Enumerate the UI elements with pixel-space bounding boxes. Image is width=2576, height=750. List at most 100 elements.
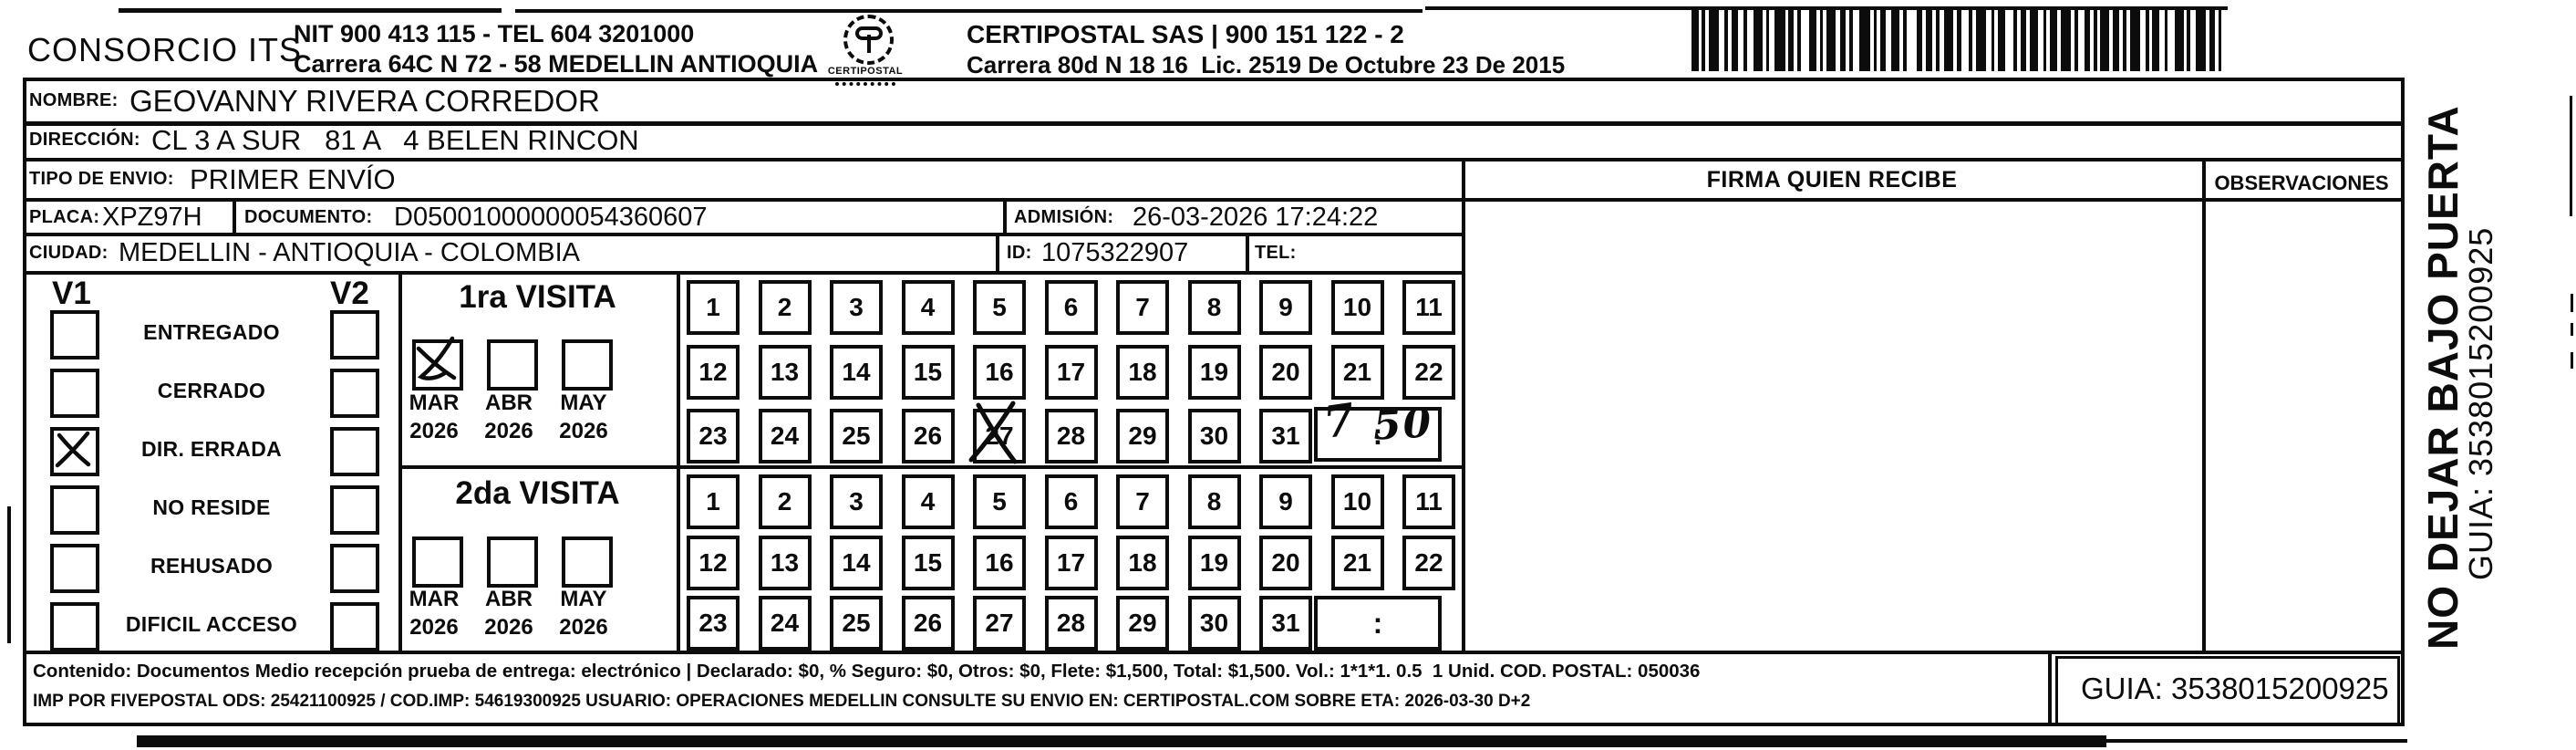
barcode-bar <box>1975 7 1986 71</box>
day-cell: 17 <box>1044 345 1098 400</box>
admision-value: 26-03-2026 17:24:22 <box>1133 203 1379 232</box>
day-cell: 12 <box>687 345 740 400</box>
day-cell: 30 <box>1187 409 1241 464</box>
status-checkbox-v2 <box>330 544 379 593</box>
grid-line <box>233 198 236 236</box>
barcode-bar <box>2175 7 2184 71</box>
footer-guia-value: GUIA: 3538015200925 <box>2081 672 2389 705</box>
documento-label: DOCUMENTO: <box>244 207 373 227</box>
day-cell: 9 <box>1259 280 1312 335</box>
handwritten-x-mark <box>968 401 1022 464</box>
firma-column-header: FIRMA QUIEN RECIBE <box>1706 167 1958 193</box>
barcode-bar <box>1956 7 1962 71</box>
day-cell: 23 <box>687 409 740 464</box>
time-cell: : <box>1314 407 1442 462</box>
barcode-bar <box>2195 7 2207 71</box>
admision-label: ADMISIÓN: <box>1014 207 1114 227</box>
time-cell: : <box>1314 596 1442 651</box>
visit-month-year: 2026 <box>484 419 533 443</box>
barcode-bar <box>1691 7 1699 71</box>
grid-line <box>398 271 402 654</box>
footer-guia-box <box>2055 656 2400 725</box>
day-cell: 29 <box>1116 596 1169 651</box>
barcode-bar <box>2123 7 2126 71</box>
status-checkbox-v1 <box>50 310 99 359</box>
barcode-bar <box>1731 7 1739 71</box>
barcode-bar <box>2209 7 2215 71</box>
day-cell: 26 <box>901 409 955 464</box>
day-cell: 21 <box>1330 345 1384 400</box>
barcode-bar <box>1944 7 1953 71</box>
day-cell: 10 <box>1330 474 1384 529</box>
day-cell: 2 <box>758 280 812 335</box>
day-cell: 31 <box>1259 409 1312 464</box>
barcode-bar <box>1709 7 1720 71</box>
visit-month-year: 2026 <box>409 419 459 443</box>
grid-line <box>23 723 2405 726</box>
certipostal-address-line: Carrera 80d N 18 16 Lic. 2519 De Octubre… <box>967 51 1566 78</box>
status-checkbox-v2 <box>330 310 379 359</box>
day-cell: 17 <box>1044 536 1098 590</box>
visit-month-label: MAR <box>409 391 460 415</box>
handwritten-time-hour: 7 <box>1320 393 1359 450</box>
status-checkbox-v1 <box>50 602 99 651</box>
barcode-bar <box>1788 7 1795 71</box>
grid-line <box>2202 158 2206 654</box>
grid-line <box>23 78 2405 81</box>
company-address-line: Carrera 64C N 72 - 58 MEDELLIN ANTIOQUIA <box>294 50 819 78</box>
grid-line <box>2048 651 2052 726</box>
status-checkbox-v2 <box>330 485 379 535</box>
barcode-bar <box>1809 7 1816 71</box>
barcode-bar <box>1935 7 1940 71</box>
placa-value: XPZ97H <box>102 203 202 232</box>
day-cell: 10 <box>1330 280 1384 335</box>
day-cell: 11 <box>1402 474 1455 529</box>
grid-line <box>23 198 2401 202</box>
visit-month-label: MAR <box>409 587 460 611</box>
barcode-bar <box>2085 7 2090 71</box>
visit-month-label: ABR <box>485 391 533 415</box>
day-cell: 18 <box>1116 345 1169 400</box>
day-cell: 1 <box>687 280 740 335</box>
day-cell: 16 <box>973 345 1026 400</box>
barcode-bar <box>2074 7 2078 71</box>
ciudad-value: MEDELLIN - ANTIOQUIA - COLOMBIA <box>119 238 580 267</box>
grid-line <box>398 465 1462 469</box>
barcode-bar <box>1969 7 1972 71</box>
day-cell: 7 <box>1116 280 1169 335</box>
barcode-bar <box>1724 7 1728 71</box>
certipostal-logo-caption: CERTIPOSTAL <box>827 66 904 77</box>
visit-month-year: 2026 <box>409 615 459 640</box>
status-checkbox-v2 <box>330 602 379 651</box>
visit-title: 2da VISITA <box>455 475 620 511</box>
visit-title: 1ra VISITA <box>459 279 616 315</box>
day-cell: 22 <box>1402 536 1455 590</box>
grid-line <box>2571 323 2573 336</box>
barcode-bar <box>1998 7 2005 71</box>
grid-line <box>2570 96 2572 216</box>
grid-line <box>2571 294 2573 312</box>
day-cell: 18 <box>1116 536 1169 590</box>
grid-line <box>23 158 2405 161</box>
tel-label: TEL: <box>1255 243 1297 263</box>
barcode-bar <box>2218 7 2222 71</box>
certipostal-logo-subcaption <box>835 82 895 86</box>
handwritten-time-minutes: 50 <box>1371 400 1434 450</box>
barcode-bar <box>2164 7 2168 71</box>
day-cell: 4 <box>901 474 955 529</box>
day-cell: 6 <box>1044 474 1098 529</box>
barcode-bar <box>1702 7 1706 71</box>
handwritten-x-mark <box>53 429 93 469</box>
day-cell: 20 <box>1259 345 1312 400</box>
status-checkbox-v1 <box>50 485 99 535</box>
day-cell: 15 <box>901 536 955 590</box>
day-cell: 14 <box>830 345 883 400</box>
grid-line <box>677 271 680 654</box>
grid-line <box>1246 233 1249 275</box>
barcode-bar <box>2093 7 2097 71</box>
day-cell: 22 <box>1402 345 1455 400</box>
barcode-bar <box>1765 7 1770 71</box>
visit-month-label: ABR <box>485 587 533 611</box>
day-cell: 5 <box>973 474 1026 529</box>
barcode-bar <box>2029 7 2038 71</box>
